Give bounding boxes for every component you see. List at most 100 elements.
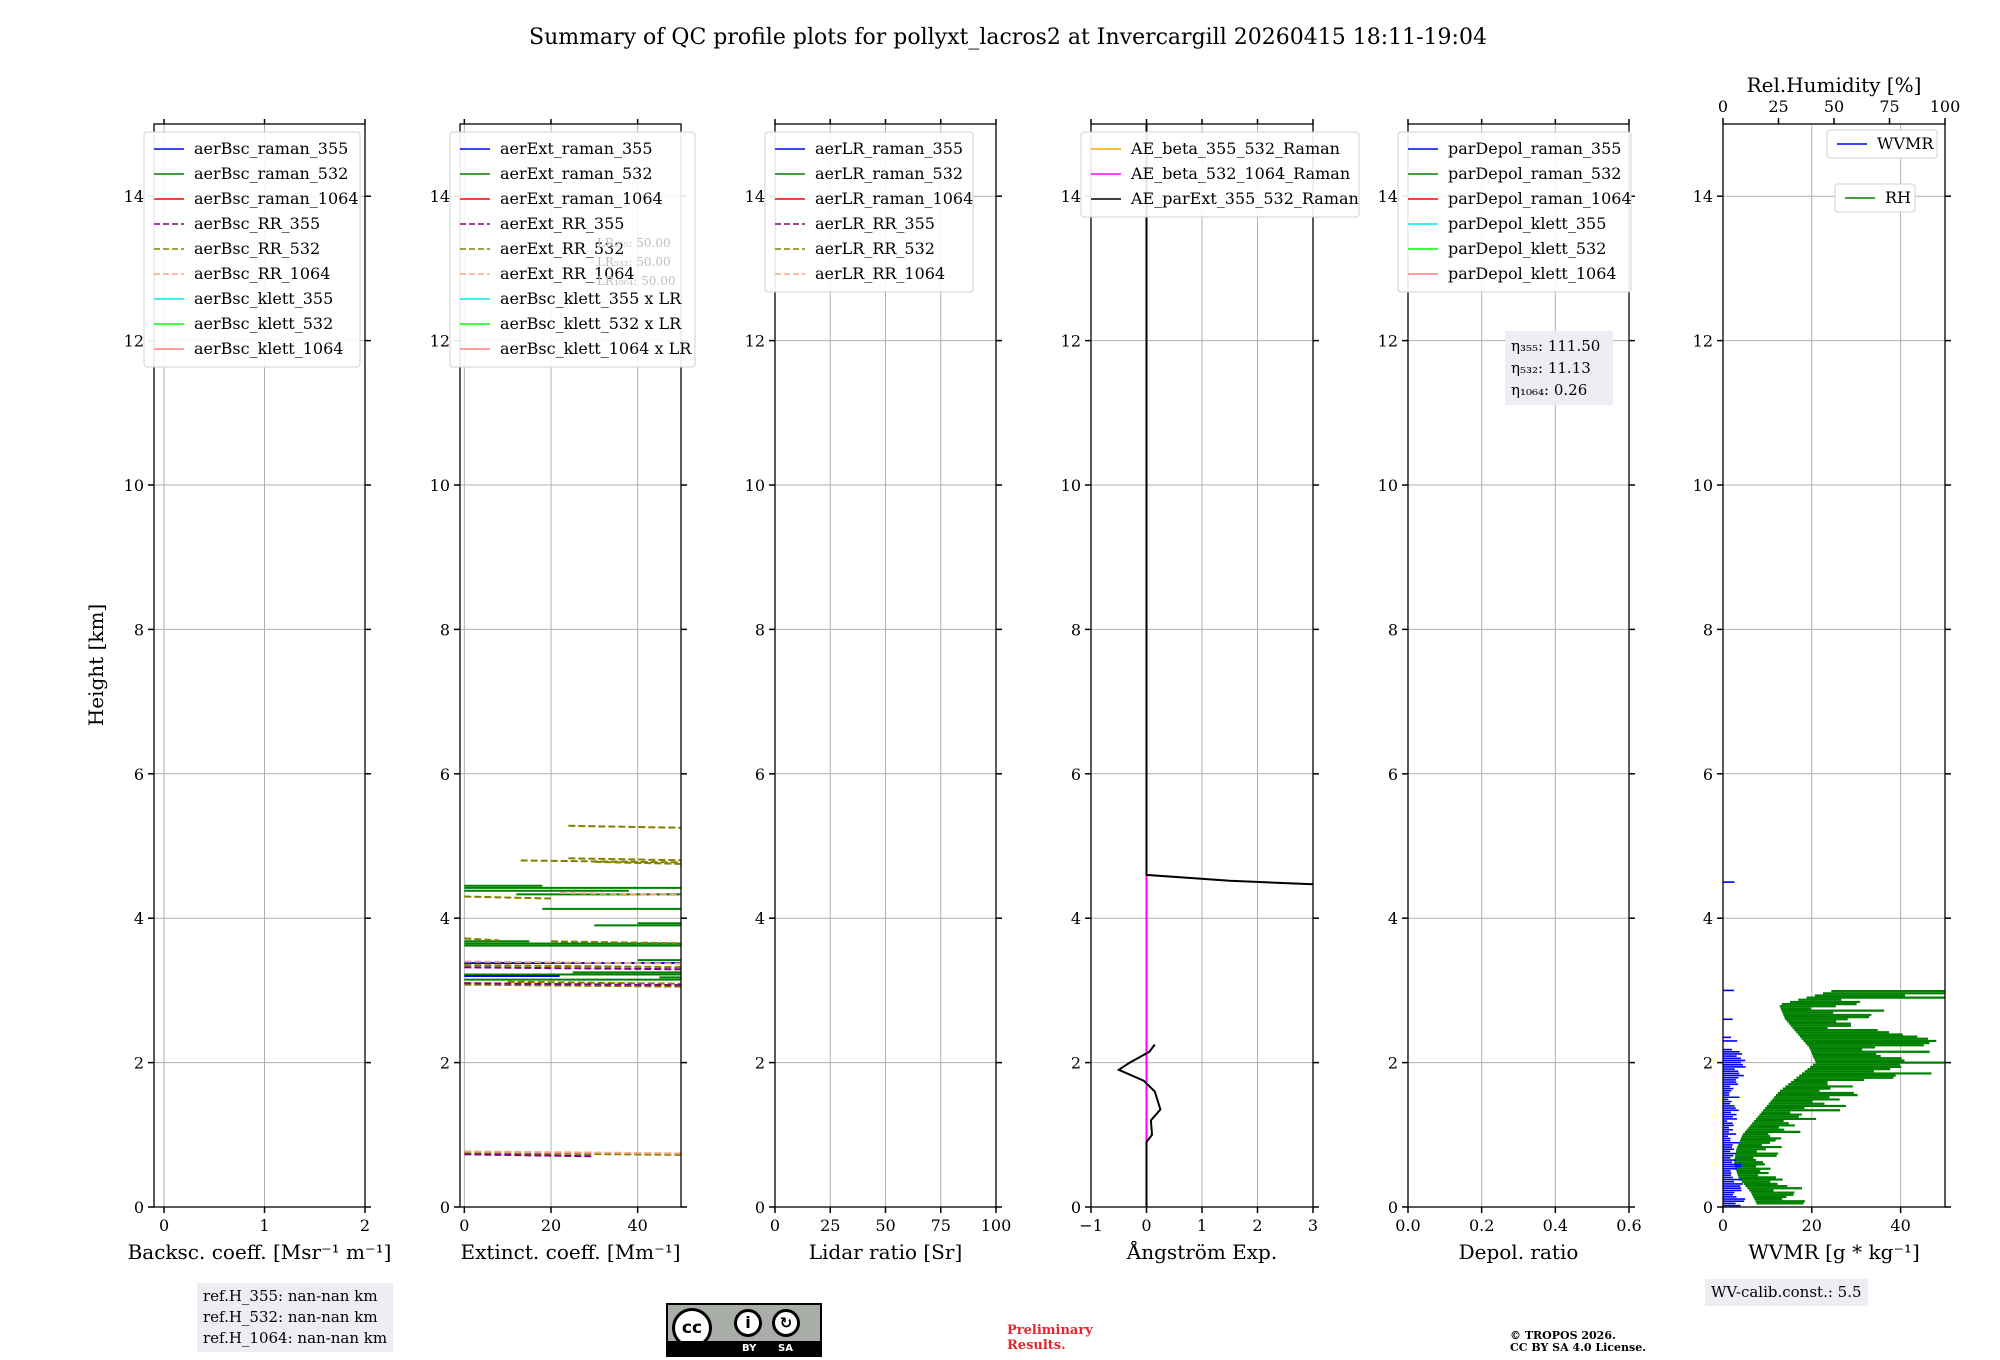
- y-tick-label: 6: [1703, 765, 1713, 784]
- y-tick-label: 0: [1703, 1198, 1713, 1217]
- cc-badge-bar: [668, 1341, 820, 1355]
- series-segment: [464, 1151, 682, 1156]
- x-tick-label: 20: [541, 1216, 561, 1235]
- series-segment: [464, 964, 682, 969]
- lr-label: LR₁₀₆₄: 50.00: [597, 274, 675, 288]
- y-tick-label: 12: [1061, 332, 1081, 351]
- legend-label: aerBsc_raman_532: [194, 164, 348, 183]
- figure-title: Summary of QC profile plots for pollyxt_…: [529, 25, 1487, 50]
- series-segment: [507, 980, 682, 985]
- y-tick-label: 8: [1703, 620, 1713, 639]
- y-tick-label: 0: [440, 1198, 450, 1217]
- y-tick-label: 6: [1388, 765, 1398, 784]
- x-tick-label: 0: [159, 1216, 169, 1235]
- eta-label: η₁₀₆₄: 0.26: [1511, 381, 1587, 399]
- y-tick-label: 6: [1071, 765, 1081, 784]
- legend-label: aerBsc_klett_1064: [194, 339, 343, 358]
- wv-calibration-box: WV-calib.const.: 5.5: [1705, 1279, 1868, 1306]
- series-segment: [568, 857, 682, 862]
- series-line: [1116, 1043, 1162, 1207]
- y-tick-label: 12: [124, 332, 144, 351]
- legend-label: aerExt_RR_532: [500, 239, 624, 258]
- y-tick-label: 2: [1388, 1054, 1398, 1073]
- x-axis-label: Backsc. coeff. [Msr⁻¹ m⁻¹]: [128, 1240, 392, 1264]
- legend-box: [1080, 131, 1360, 218]
- y-tick-label: 4: [755, 909, 765, 928]
- series-segment: [594, 860, 682, 865]
- y-tick-label: 14: [1378, 187, 1398, 206]
- axes-frame: [1407, 123, 1630, 1208]
- y-tick-label: 14: [1061, 187, 1081, 206]
- x-axis-label: WVMR [g * kg⁻¹]: [1748, 1240, 1920, 1264]
- y-tick-label: 2: [134, 1054, 144, 1073]
- ref-h-355: ref.H_355: nan-nan km: [203, 1287, 378, 1305]
- preliminary-line-2: Results.: [1007, 1338, 1066, 1353]
- y-tick-label: 4: [1071, 909, 1081, 928]
- cc-by-label: BY: [742, 1343, 757, 1354]
- x-tick-label: 0.6: [1616, 1216, 1641, 1235]
- x-axis-label: Depol. ratio: [1459, 1240, 1579, 1264]
- x-tick-label: 0.2: [1469, 1216, 1494, 1235]
- cc-sa-label: SA: [778, 1343, 793, 1354]
- y-tick-label: 14: [124, 187, 144, 206]
- x-tick-label: 50: [875, 1216, 895, 1235]
- series-segment: [464, 937, 500, 942]
- y-axis-label: Height [km]: [84, 604, 108, 726]
- eta-label: η₅₃₂: 11.13: [1511, 359, 1591, 377]
- lr-label: LR₃₅₅: 50.00: [597, 236, 671, 250]
- legend-box: [1397, 131, 1632, 293]
- x-tick-label: 0.4: [1543, 1216, 1568, 1235]
- y-tick-label: 0: [1071, 1198, 1081, 1217]
- x-tick-label: 2: [360, 1216, 370, 1235]
- x-tick-label: 75: [931, 1216, 951, 1235]
- legend-label: aerBsc_raman_355: [194, 139, 348, 158]
- y-tick-label: 8: [755, 620, 765, 639]
- y-tick-label: 0: [134, 1198, 144, 1217]
- y-tick-label: 12: [430, 332, 450, 351]
- legend-label: parDepol_klett_1064: [1448, 264, 1617, 283]
- y-tick-label: 2: [755, 1054, 765, 1073]
- axes-frame: [459, 123, 682, 1208]
- y-tick-label: 4: [134, 909, 144, 928]
- lr-label: LR₅₃₂: 50.00: [597, 255, 671, 269]
- x-axis-label: Extinct. coeff. [Mm⁻¹]: [460, 1240, 680, 1264]
- series-line: [1145, 124, 1314, 886]
- legend-label: AE_parExt_355_532_Raman: [1130, 189, 1359, 208]
- y-tick-label: 10: [1693, 476, 1713, 495]
- legend-label: aerExt_raman_355: [500, 139, 653, 158]
- legend-label: parDepol_raman_532: [1448, 164, 1621, 183]
- reference-height-box: ref.H_355: nan-nan km ref.H_532: nan-nan…: [197, 1283, 394, 1352]
- legend-label: aerLR_raman_1064: [815, 189, 973, 208]
- series-segment: [464, 895, 552, 900]
- y-tick-label: 0: [755, 1198, 765, 1217]
- y-tick-label: 4: [1703, 909, 1713, 928]
- legend-label: aerBsc_klett_532: [194, 314, 333, 333]
- x-tick-label: 0: [1718, 1216, 1728, 1235]
- legend-label: aerExt_RR_355: [500, 214, 624, 233]
- series-segment: [464, 966, 682, 971]
- series-segment: [568, 824, 682, 829]
- legend-label: aerBsc_klett_355 x LR: [500, 289, 682, 308]
- eta-box: [1505, 331, 1613, 405]
- panel-lidar_ratio: 0 2 4 6 8 10 12 14 0 25 50 75 100 Lidar ratio [Sr] aer…: [745, 119, 1012, 1264]
- legend-label: RH: [1885, 188, 1911, 207]
- x-tick-label: 0: [1141, 1216, 1151, 1235]
- series-segment: [464, 1150, 682, 1155]
- y-tick-label: 8: [1071, 620, 1081, 639]
- x-tick-label: 100: [981, 1216, 1012, 1235]
- series-segment: [559, 891, 682, 896]
- legend-label: AE_beta_532_1064_Raman: [1130, 164, 1350, 183]
- legend-label: AE_beta_355_532_Raman: [1130, 139, 1340, 158]
- preliminary-line-1: Preliminary: [1007, 1323, 1093, 1338]
- top-axis-label: Rel.Humidity [%]: [1747, 73, 1922, 97]
- y-tick-label: 14: [745, 187, 765, 206]
- y-tick-label: 12: [1378, 332, 1398, 351]
- legend-label: aerExt_RR_1064: [500, 264, 635, 283]
- y-tick-label: 10: [430, 476, 450, 495]
- legend-box: [143, 131, 361, 368]
- panel-water_vapor: 0 2 4 6 8 10 12 14 0 20 40 WVMR [g * kg⁻¹] 0 25 50 75 10…: [1693, 73, 1961, 1264]
- eta-label: η₃₅₅: 111.50: [1511, 337, 1600, 355]
- y-tick-label: 0: [1388, 1198, 1398, 1217]
